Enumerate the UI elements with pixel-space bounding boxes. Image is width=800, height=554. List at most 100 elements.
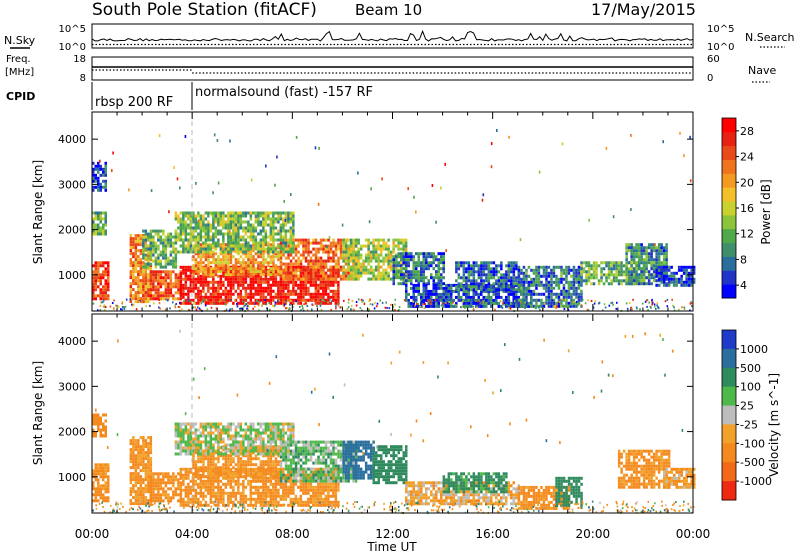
velocity-cell [92, 499, 95, 503]
power-sparse-echo [564, 298, 567, 301]
power-cell [299, 301, 303, 305]
power-cell [249, 255, 253, 259]
power-cell [665, 268, 668, 272]
power-cell [532, 277, 536, 281]
power-cell [277, 232, 280, 236]
power-cell [314, 280, 318, 284]
power-cell [322, 289, 325, 293]
power-cell [324, 286, 328, 290]
velocity-cell [137, 457, 140, 461]
power-cell [349, 244, 353, 248]
power-cell [217, 298, 220, 302]
power-sparse-echo [448, 301, 450, 303]
power-cell [94, 294, 97, 298]
power-sparse-echo [99, 304, 102, 307]
power-cell [152, 282, 155, 286]
power-cell [292, 220, 295, 224]
power-cell [289, 262, 293, 266]
velocity-cell [134, 493, 138, 497]
power-cell [327, 295, 330, 299]
power-cell [632, 276, 636, 280]
power-cell [162, 232, 165, 236]
power-sparse-echo [326, 245, 329, 249]
power-cell [685, 268, 688, 272]
power-cell [405, 282, 408, 286]
power-cell [282, 217, 285, 221]
power-cell [107, 276, 110, 280]
power-cell [402, 244, 405, 248]
velocity-cell [137, 439, 140, 443]
power-cell [297, 283, 300, 287]
power-cell [412, 255, 415, 259]
power-cell [329, 268, 333, 272]
power-sparse-echo [434, 299, 437, 302]
power-cell [442, 298, 445, 302]
power-sparse-echo [648, 301, 650, 304]
power-cell [154, 294, 158, 298]
power-cell [497, 270, 501, 274]
power-cell [219, 243, 223, 247]
power-cell [272, 258, 275, 262]
power-cell [352, 241, 355, 245]
power-cell [247, 211, 250, 215]
power-cell [104, 288, 107, 292]
power-sparse-echo [202, 300, 204, 303]
power-cell [204, 274, 208, 278]
power-cell [507, 285, 511, 289]
power-cell [397, 247, 400, 251]
power-cell [249, 273, 253, 277]
power-cell [292, 292, 295, 296]
power-cell [347, 250, 350, 254]
power-sparse-echo [199, 308, 202, 311]
power-cell [302, 271, 305, 275]
power-cell [244, 247, 248, 251]
power-cell [167, 282, 170, 286]
power-cell [267, 252, 270, 256]
velocity-cell [132, 478, 135, 482]
power-cell [217, 295, 220, 299]
power-cell [482, 264, 486, 268]
power-cell [440, 292, 443, 296]
power-cell [557, 295, 561, 299]
power-cell [430, 261, 433, 265]
power-cell [144, 265, 148, 269]
power-cell [472, 264, 476, 268]
power-cell [615, 264, 618, 268]
power-cell [247, 223, 250, 227]
power-cell [520, 304, 523, 308]
power-sparse-echo [128, 188, 130, 192]
velocity-cell [137, 466, 140, 470]
power-cell [277, 286, 280, 290]
power-sparse-echo [265, 164, 267, 168]
power-cell [607, 270, 611, 274]
power-cell [92, 211, 95, 215]
power-cell [274, 217, 278, 221]
power-cell [322, 247, 325, 251]
velocity-cell [147, 451, 150, 455]
power-cell [182, 217, 185, 221]
power-cell [635, 279, 638, 283]
power-cell [457, 292, 460, 296]
power-cell [324, 289, 328, 293]
power-cell [615, 279, 618, 283]
power-cell [382, 244, 385, 248]
power-cell [242, 220, 245, 224]
power-cell [317, 289, 320, 293]
power-cell [415, 273, 418, 277]
freq-nave-frame [91, 56, 694, 81]
power-sparse-echo [123, 306, 125, 309]
power-cell [232, 229, 235, 233]
power-sparse-echo [141, 301, 144, 304]
power-cell [440, 279, 443, 283]
power-cell [492, 288, 496, 292]
power-cell [232, 235, 235, 239]
power-cell [244, 267, 248, 271]
power-sparse-echo [417, 303, 420, 305]
power-cell [287, 253, 290, 257]
power-cell [667, 280, 671, 284]
power-cell [192, 217, 195, 221]
power-cell [480, 292, 483, 296]
power-cell [227, 211, 230, 215]
power-cell [607, 282, 611, 286]
power-sparse-echo [392, 305, 395, 308]
